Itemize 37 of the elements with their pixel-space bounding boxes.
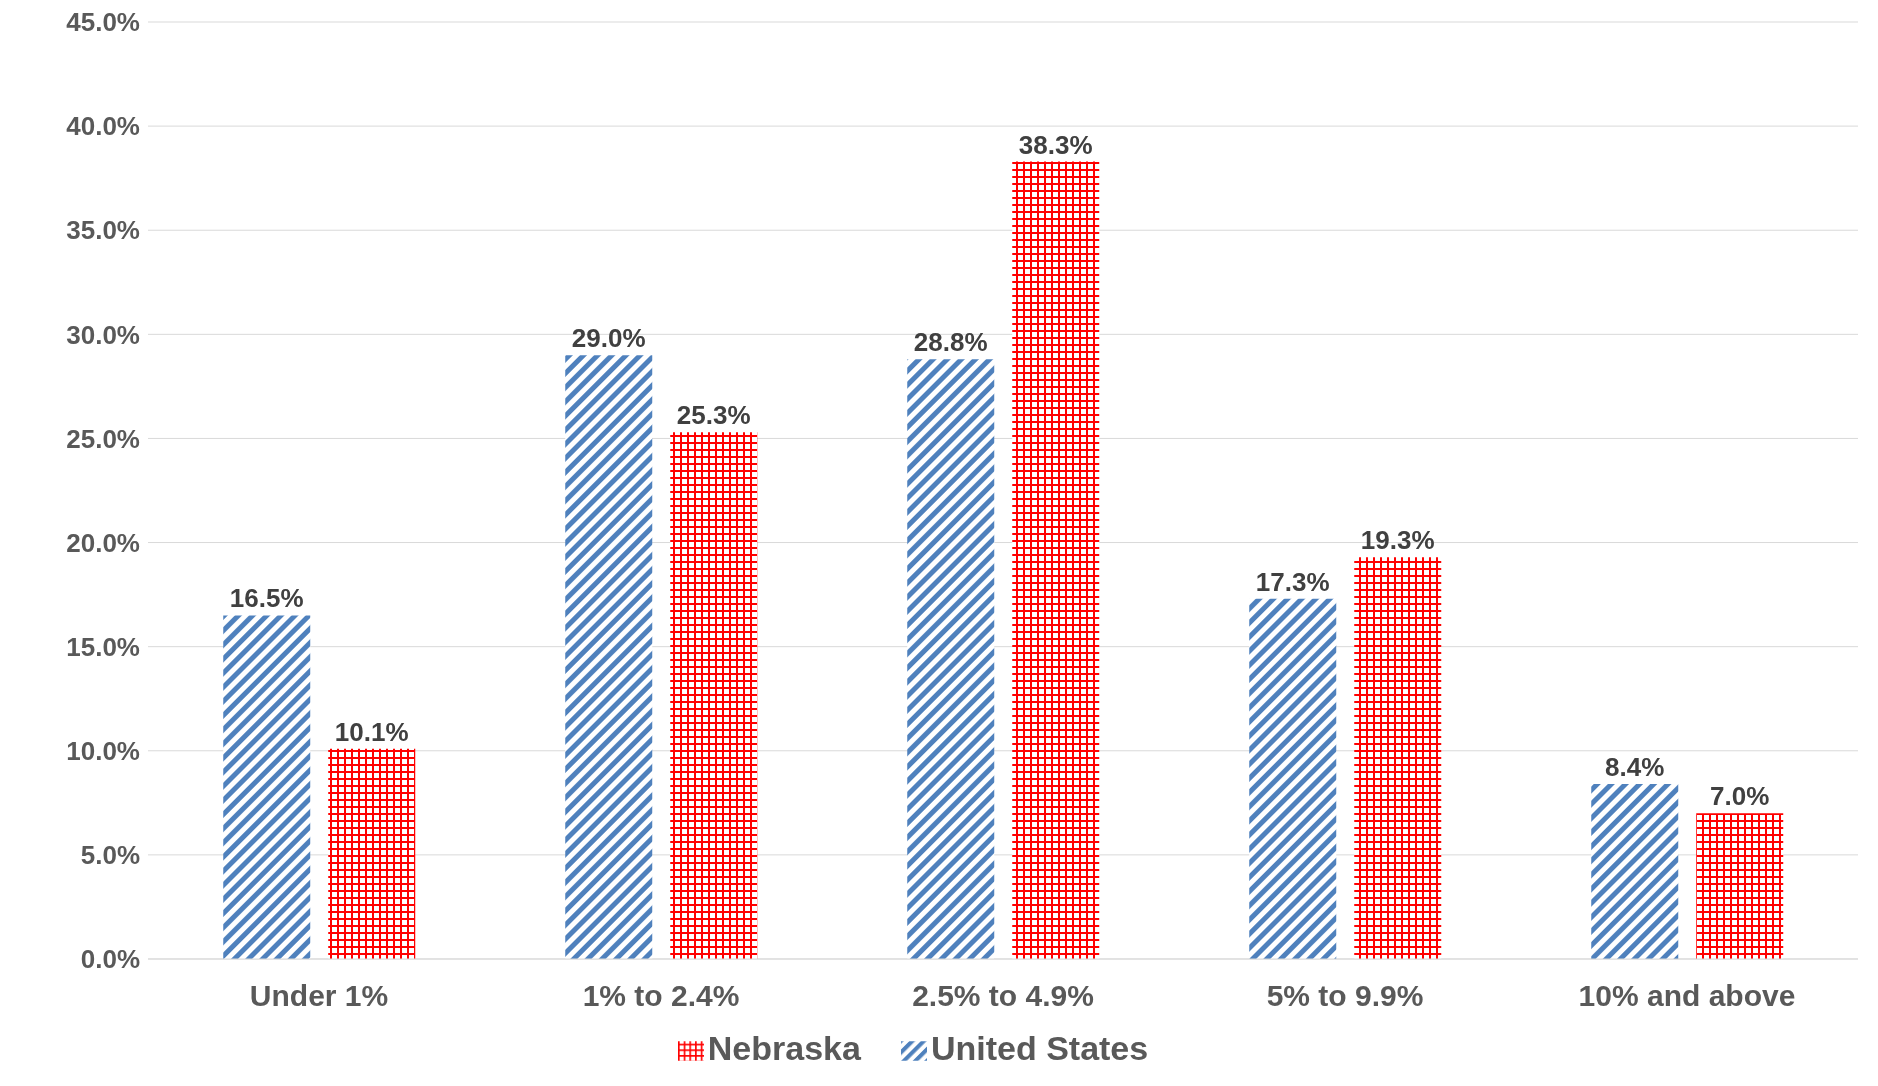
data-label: 8.4% <box>1605 752 1665 783</box>
x-tick-label: 1% to 2.4% <box>582 979 740 1013</box>
bar <box>1696 813 1784 959</box>
data-label: 19.3% <box>1360 525 1435 556</box>
y-tick-label: 5.0% <box>80 840 140 871</box>
bar <box>565 355 653 959</box>
data-label: 25.3% <box>676 400 751 431</box>
y-tick-label: 30.0% <box>66 319 140 350</box>
data-label: 28.8% <box>913 327 988 358</box>
y-tick-label: 25.0% <box>66 423 140 454</box>
x-tick-label: Under 1% <box>249 979 389 1013</box>
y-tick-label: 40.0% <box>66 111 140 142</box>
data-label: 10.1% <box>334 716 409 747</box>
bar <box>1012 161 1100 959</box>
y-tick-label: 45.0% <box>66 7 140 38</box>
y-tick-label: 0.0% <box>80 944 140 975</box>
x-tick-label: 10% and above <box>1578 979 1796 1013</box>
bar <box>223 615 311 959</box>
legend-label: Nebraska <box>707 1029 861 1067</box>
bar <box>670 432 758 959</box>
data-label: 38.3% <box>1018 129 1093 160</box>
legend-label: United States <box>930 1029 1149 1067</box>
bar <box>1249 598 1337 959</box>
bar <box>1591 784 1679 959</box>
y-tick-label: 10.0% <box>66 736 140 767</box>
bar <box>907 359 995 959</box>
y-tick-label: 35.0% <box>66 215 140 246</box>
x-tick-label: 2.5% to 4.9% <box>912 979 1094 1013</box>
data-label: 7.0% <box>1710 781 1770 812</box>
y-tick-label: 15.0% <box>66 631 140 662</box>
data-label: 29.0% <box>571 323 646 354</box>
x-tick-label: 5% to 9.9% <box>1266 979 1424 1013</box>
data-label: 16.5% <box>229 583 304 614</box>
data-label: 17.3% <box>1255 566 1330 597</box>
bar <box>328 748 416 959</box>
y-tick-label: 20.0% <box>66 527 140 558</box>
bar <box>1354 557 1442 959</box>
